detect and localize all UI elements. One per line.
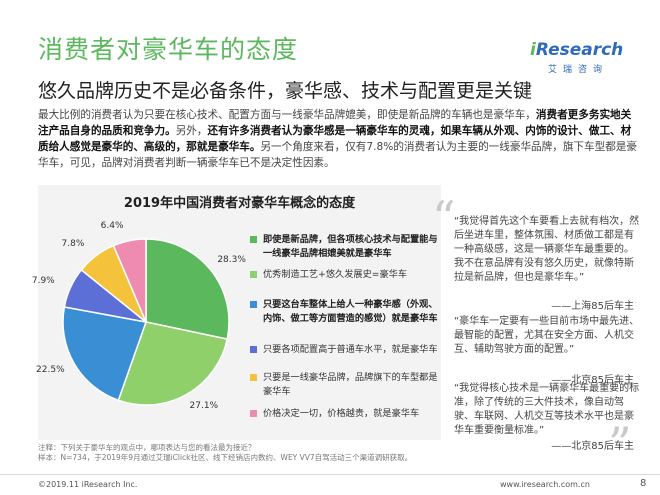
quotes-panel: “ “我觉得首先这个车要看上去就有档次，然后坐进车里，整体氛围、材质做工都是有一…: [430, 191, 640, 471]
quote-text: “我觉得首先这个车要看上去就有档次，然后坐进车里，整体氛围、材质做工都是有一种高…: [454, 216, 640, 283]
iresearch-logo: iResearch 艾瑞咨询: [530, 28, 640, 78]
chart-title: 2019年中国消费者对豪华车概念的态度: [123, 196, 356, 211]
legend-label: 价格决定一切，价格越贵，就是豪华车: [263, 408, 420, 419]
legend-swatch: [250, 271, 257, 278]
legend-item: 优秀制造工艺+悠久发展史=豪华车: [250, 268, 441, 282]
copyright: ©2019.11 iResearch Inc.: [38, 480, 138, 489]
legend-item: 价格决定一切，价格越贵，就是豪华车: [250, 407, 441, 421]
logo-subtitle: 艾瑞咨询: [548, 65, 609, 75]
legend-swatch: [250, 236, 257, 243]
legend-item: 只要是一线豪华品牌，品牌旗下的车型都是豪华车: [250, 371, 441, 399]
quote-text: “我觉得核心技术是一辆豪华车最重要的标准，除了传统的三大件技术，像自动驾驶、车联…: [454, 383, 640, 436]
pie-slice: [145, 238, 230, 340]
quote-text: “豪华车一定要有一些目前市场中最先进、最智能的配置，尤其在安全方面、人机交互、辅…: [454, 316, 640, 355]
legend-label: 只要是一线豪华品牌，品牌旗下的车型都是豪华车: [263, 372, 438, 397]
pie-value-label: 28.3%: [217, 254, 246, 265]
legend-item: 只要各项配置高于普通车水平，就是豪华车: [250, 343, 441, 357]
footnote: 注释：下列关于豪华车的观点中，哪项表达与您的看法最为接近？ 样本：N=734，于…: [38, 443, 413, 462]
pie-value-label: 6.4%: [100, 220, 124, 231]
pie-chart: [62, 238, 230, 406]
legend-label: 即使是新品牌，但各项核心技术与配置能与一线豪华品牌相媲美就是豪华车: [263, 234, 438, 259]
page-number: 8: [640, 478, 647, 489]
open-quote-icon: “: [432, 191, 456, 245]
pie-value-label: 27.1%: [189, 400, 219, 411]
legend-swatch: [250, 374, 257, 381]
pie-value-label: 7.9%: [31, 275, 55, 286]
website: www.iresearch.com.cn: [500, 480, 590, 489]
legend-swatch: [250, 346, 257, 353]
legend-item: 即使是新品牌，但各项核心技术与配置能与一线豪华品牌相媲美就是豪华车: [250, 233, 441, 261]
summary-paragraph: 最大比例的消费者认为只要在核心技术、配置方面与一线豪华品牌媲美，即使是新品牌的车…: [38, 109, 637, 169]
quote-author: ——上海85后车主: [551, 301, 634, 312]
pie-slice: [62, 306, 147, 402]
legend-label: 优秀制造工艺+悠久发展史=豪华车: [263, 269, 408, 280]
pie-value-label: 7.8%: [61, 238, 85, 249]
quote-author: ——北京85后车主: [551, 375, 634, 386]
logo-wordmark: iResearch: [530, 40, 624, 60]
chart-panel: 2019年中国消费者对豪华车概念的态度 28.3% 27.1% 22.5% 7.9% 7…: [32, 185, 441, 440]
legend-swatch: [250, 410, 257, 417]
footer-divider: [0, 474, 660, 475]
pie-slice: [112, 238, 147, 323]
quote-author: ——北京85后车主: [551, 441, 634, 452]
legend-label: 只要各项配置高于普通车水平，就是豪华车: [263, 344, 438, 355]
pie-slice: [117, 321, 229, 406]
close-quote-icon: ”: [608, 417, 632, 471]
page-subtitle: 悠久品牌历史不是必备条件，豪华感、技术与配置更是关键: [38, 80, 533, 102]
page-title: 消费者对豪华车的态度: [38, 35, 299, 64]
legend-item: 只要这台车整体上给人一种豪华感（外观、内饰、做工等方面营造的感觉）就是豪华车: [250, 298, 441, 326]
legend-label: 只要这台车整体上给人一种豪华感（外观、内饰、做工等方面营造的感觉）就是豪华车: [263, 299, 438, 324]
legend-swatch: [250, 301, 257, 308]
pie-value-label: 22.5%: [36, 364, 65, 375]
